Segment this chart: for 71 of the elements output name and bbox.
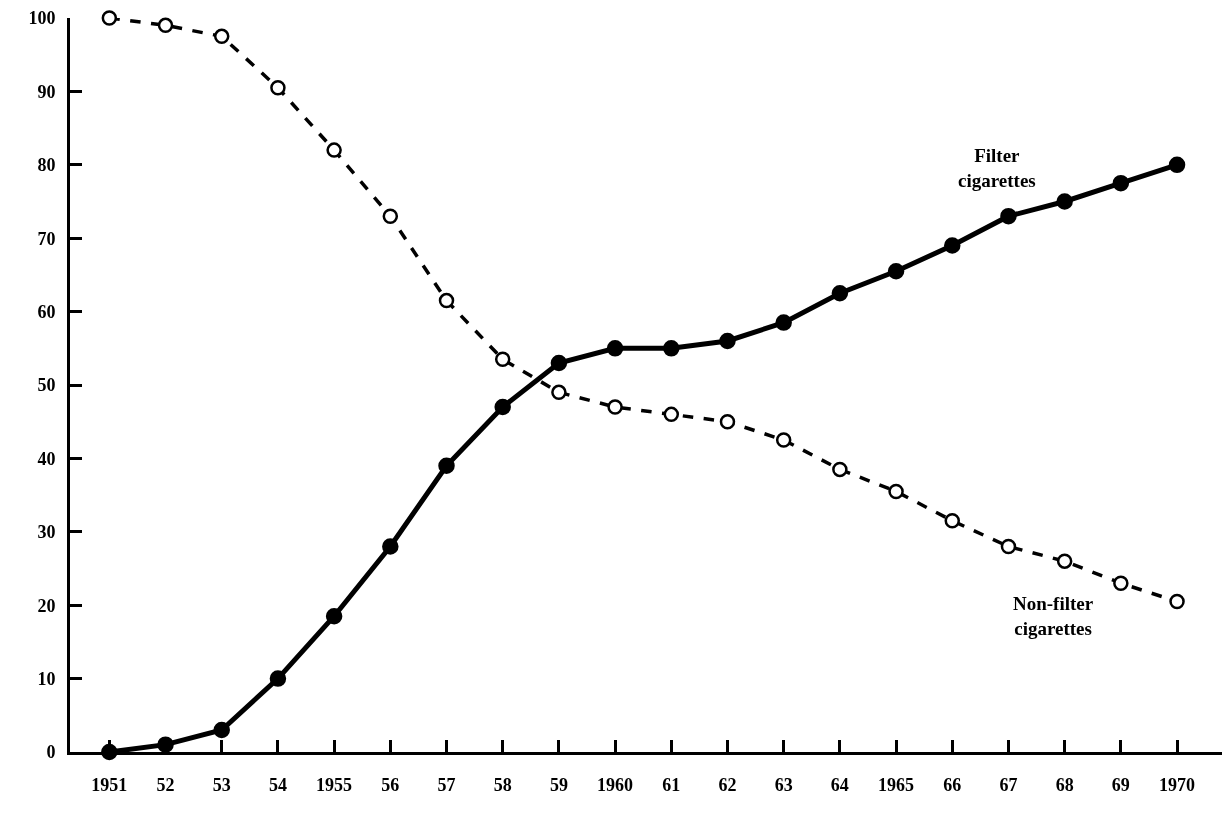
point	[607, 399, 623, 415]
x-tick-label: 56	[381, 774, 400, 795]
y-tick-label: 100	[28, 8, 56, 29]
point	[944, 513, 961, 529]
point	[1113, 575, 1129, 591]
point	[101, 10, 118, 26]
x-tick-label: 61	[662, 774, 681, 795]
x-tick-label: 62	[718, 774, 737, 795]
point	[1056, 553, 1073, 569]
point	[663, 406, 680, 423]
x-tick-label: 66	[943, 774, 962, 795]
y-tick-label: 20	[37, 595, 56, 616]
point	[1056, 193, 1073, 210]
point	[663, 340, 680, 357]
point	[775, 314, 792, 331]
y-tick-label: 90	[37, 81, 56, 102]
y-tick-label: 60	[37, 301, 56, 322]
x-tick-label: 69	[1111, 774, 1130, 795]
point	[382, 538, 399, 555]
point	[213, 28, 230, 45]
x-tick-label: 52	[156, 774, 175, 795]
point	[382, 208, 399, 224]
point	[887, 262, 905, 280]
y-tick-label: 80	[37, 155, 56, 176]
point	[1168, 156, 1186, 174]
x-tick-label: 67	[999, 774, 1018, 795]
point	[775, 432, 792, 448]
x-tick-label: 1951	[91, 774, 128, 795]
y-tick-label: 40	[37, 448, 56, 469]
point	[269, 670, 287, 687]
point	[1169, 593, 1185, 610]
y-tick-label: 50	[37, 375, 56, 396]
x-tick-label: 1970	[1159, 774, 1196, 795]
point	[270, 79, 286, 96]
point	[1000, 207, 1017, 225]
y-tick-label: 10	[37, 668, 56, 689]
point	[438, 457, 455, 474]
point	[213, 721, 230, 739]
point	[606, 340, 624, 357]
x-tick-label: 1955	[316, 774, 353, 795]
point	[719, 332, 736, 350]
x-tick-label: 58	[493, 774, 512, 795]
point	[550, 354, 568, 372]
y-tick-label: 70	[37, 228, 56, 249]
point	[494, 398, 511, 416]
y-tick-label: 0	[46, 742, 56, 763]
point	[831, 285, 849, 302]
x-tick-label: 63	[774, 774, 793, 795]
point	[438, 292, 455, 309]
point	[1000, 538, 1017, 555]
point	[888, 483, 904, 500]
point	[1112, 174, 1130, 192]
point	[551, 384, 567, 401]
x-tick-label: 1965	[878, 774, 915, 795]
x-tick-label: 54	[268, 774, 287, 795]
x-tick-label: 68	[1055, 774, 1074, 795]
x-tick-label: 59	[549, 774, 568, 795]
x-tick-label: 53	[212, 774, 231, 795]
point	[157, 17, 174, 34]
point	[325, 607, 343, 625]
x-tick-label: 64	[830, 774, 849, 795]
point	[719, 413, 736, 430]
x-tick-label: 57	[437, 774, 456, 795]
point	[832, 461, 848, 478]
point	[494, 351, 511, 368]
series-label: Non-filter cigarettes	[1013, 593, 1094, 639]
y-tick-label: 30	[37, 522, 56, 543]
point	[326, 142, 342, 158]
point	[944, 237, 961, 254]
x-tick-label: 1960	[597, 774, 634, 795]
series-label: Filter cigarettes	[958, 145, 1036, 191]
